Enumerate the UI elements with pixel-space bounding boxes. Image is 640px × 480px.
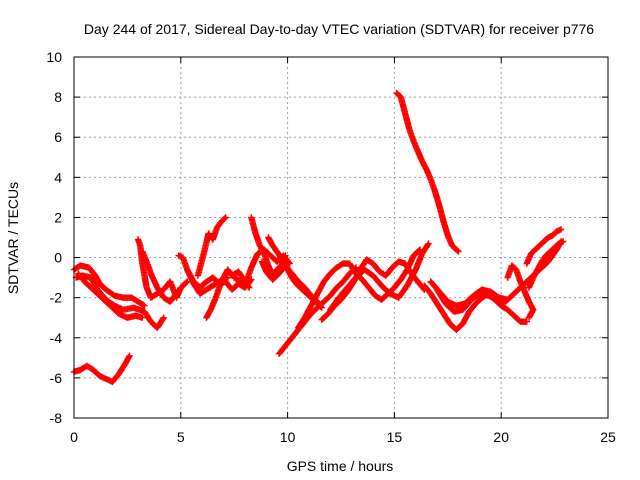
series-arc-d	[72, 272, 167, 331]
plus-markers	[72, 272, 167, 331]
series-arc-x	[523, 226, 565, 267]
plus-markers	[194, 214, 229, 279]
series-arc-r	[327, 240, 432, 313]
series-arc-s	[393, 89, 462, 255]
x-tick-label: 10	[280, 429, 296, 445]
y-tick-label: 4	[54, 169, 62, 185]
plus-markers	[525, 238, 567, 291]
y-tick-label: -8	[50, 410, 63, 426]
series-arc-o	[275, 264, 360, 358]
x-axis-label: GPS time / hours	[287, 458, 394, 474]
plus-markers	[139, 248, 191, 305]
y-tick-label: 2	[54, 209, 62, 225]
series-arc-a	[70, 352, 133, 386]
plot-frame	[73, 56, 609, 419]
plus-markers	[523, 226, 565, 267]
plus-markers	[504, 262, 537, 321]
data-markers	[70, 89, 567, 386]
x-tick-label: 20	[493, 429, 509, 445]
y-tick-label: 0	[54, 250, 62, 266]
series-arc-y	[525, 238, 567, 291]
y-axis-ticks: -8 -6 -4 -2 0 2 4 6 8 10	[46, 49, 608, 426]
series-arc-w	[504, 262, 537, 321]
y-tick-label: 10	[46, 49, 62, 65]
x-tick-label: 0	[70, 429, 78, 445]
y-axis-label: SDTVAR / TECUs	[5, 182, 21, 294]
x-tick-label: 15	[387, 429, 403, 445]
grid-lines	[74, 57, 608, 418]
series-arc-f	[139, 248, 191, 305]
plus-markers	[70, 352, 133, 386]
plus-markers	[203, 266, 253, 321]
y-tick-label: -4	[50, 330, 63, 346]
x-tick-label: 5	[177, 429, 185, 445]
series-arc-j	[203, 266, 253, 321]
plus-markers	[427, 278, 511, 309]
y-tick-label: -6	[50, 370, 63, 386]
series-arc-i	[194, 214, 229, 279]
y-tick-label: -2	[50, 290, 63, 306]
y-tick-label: 6	[54, 129, 62, 145]
chart-title: Day 244 of 2017, Sidereal Day-to-day VTE…	[84, 21, 594, 37]
plus-markers	[393, 89, 462, 255]
y-tick-label: 8	[54, 89, 62, 105]
series-arc-v	[427, 278, 511, 309]
plus-markers	[275, 264, 360, 358]
plus-markers	[327, 240, 432, 313]
x-tick-label: 25	[600, 429, 616, 445]
